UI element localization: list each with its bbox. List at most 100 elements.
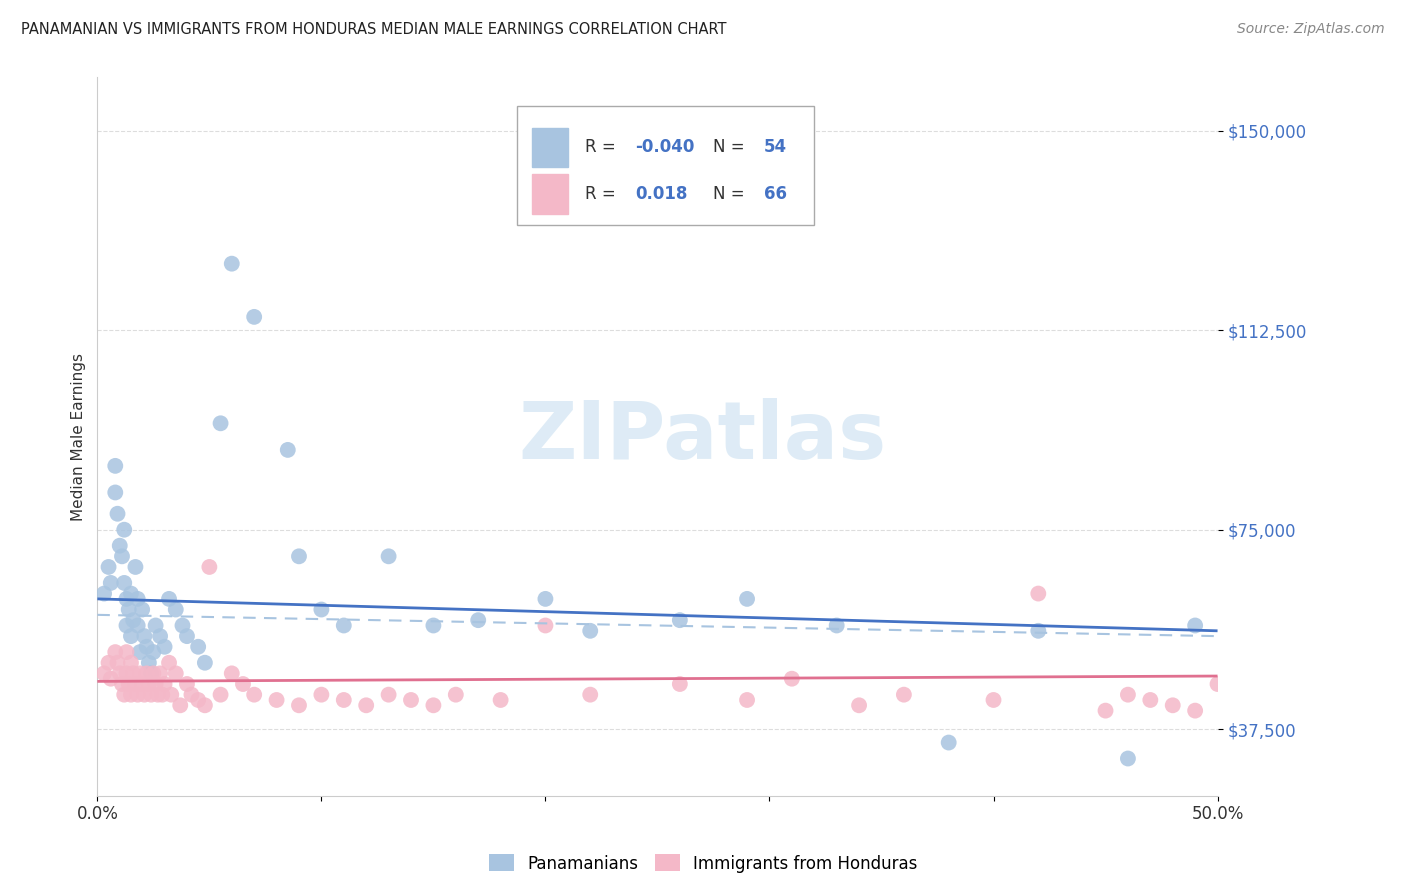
Point bbox=[221, 666, 243, 681]
Point bbox=[194, 698, 217, 713]
Point bbox=[1161, 698, 1184, 713]
Point bbox=[266, 693, 288, 707]
Point bbox=[1026, 624, 1049, 638]
Point bbox=[115, 645, 138, 659]
Point bbox=[1094, 704, 1116, 718]
Point bbox=[139, 666, 162, 681]
Point bbox=[180, 688, 202, 702]
Point bbox=[232, 677, 254, 691]
Point bbox=[93, 586, 115, 600]
Text: -0.040: -0.040 bbox=[636, 138, 695, 156]
Point bbox=[107, 656, 129, 670]
Point bbox=[112, 576, 135, 591]
Point bbox=[160, 688, 183, 702]
Point bbox=[1184, 618, 1206, 632]
Text: PANAMANIAN VS IMMIGRANTS FROM HONDURAS MEDIAN MALE EARNINGS CORRELATION CHART: PANAMANIAN VS IMMIGRANTS FROM HONDURAS M… bbox=[21, 22, 727, 37]
Point bbox=[377, 549, 399, 564]
Point bbox=[97, 656, 120, 670]
Point bbox=[153, 677, 176, 691]
Point bbox=[825, 618, 848, 632]
Point bbox=[176, 629, 198, 643]
Point bbox=[115, 618, 138, 632]
Point bbox=[104, 485, 127, 500]
Point bbox=[735, 693, 758, 707]
Point bbox=[422, 698, 444, 713]
Point bbox=[115, 591, 138, 606]
Point bbox=[108, 539, 131, 553]
Point bbox=[127, 618, 149, 632]
Point bbox=[118, 677, 141, 691]
Point bbox=[377, 688, 399, 702]
Point bbox=[221, 257, 243, 271]
Point bbox=[112, 523, 135, 537]
Point bbox=[534, 618, 557, 632]
Point bbox=[118, 602, 141, 616]
Point bbox=[104, 458, 127, 473]
Point bbox=[153, 640, 176, 654]
Point bbox=[893, 688, 915, 702]
Point bbox=[983, 693, 1005, 707]
Point bbox=[111, 677, 134, 691]
Point bbox=[135, 666, 157, 681]
Point bbox=[93, 666, 115, 681]
Point bbox=[149, 666, 172, 681]
Point bbox=[669, 677, 692, 691]
Point bbox=[288, 698, 311, 713]
Text: N =: N = bbox=[713, 138, 751, 156]
Text: N =: N = bbox=[713, 185, 751, 202]
Point bbox=[311, 688, 333, 702]
Point bbox=[120, 629, 142, 643]
Point bbox=[938, 735, 960, 749]
Legend: Panamanians, Immigrants from Honduras: Panamanians, Immigrants from Honduras bbox=[482, 847, 924, 880]
Point bbox=[243, 310, 266, 324]
Point bbox=[145, 677, 167, 691]
Point bbox=[579, 624, 602, 638]
Point bbox=[146, 688, 169, 702]
Point bbox=[134, 688, 156, 702]
Point bbox=[129, 666, 152, 681]
Point bbox=[1184, 704, 1206, 718]
Point bbox=[187, 693, 209, 707]
Point bbox=[198, 560, 221, 574]
Point bbox=[122, 613, 145, 627]
Point bbox=[176, 677, 198, 691]
Point bbox=[157, 591, 180, 606]
Text: R =: R = bbox=[585, 138, 620, 156]
Point bbox=[399, 693, 422, 707]
FancyBboxPatch shape bbox=[517, 106, 814, 225]
Point bbox=[139, 688, 162, 702]
Point bbox=[1116, 688, 1139, 702]
Point bbox=[669, 613, 692, 627]
Point bbox=[120, 688, 142, 702]
Point bbox=[169, 698, 191, 713]
Point bbox=[187, 640, 209, 654]
Point bbox=[172, 618, 194, 632]
Bar bbox=[531, 175, 568, 214]
Point bbox=[142, 666, 165, 681]
Point bbox=[1139, 693, 1161, 707]
Point bbox=[149, 629, 172, 643]
Point bbox=[127, 688, 149, 702]
Point bbox=[288, 549, 311, 564]
Point bbox=[112, 688, 135, 702]
Point bbox=[145, 618, 167, 632]
Point bbox=[107, 507, 129, 521]
Text: Source: ZipAtlas.com: Source: ZipAtlas.com bbox=[1237, 22, 1385, 37]
Point bbox=[122, 666, 145, 681]
Text: 0.018: 0.018 bbox=[636, 185, 688, 202]
Point bbox=[131, 602, 153, 616]
Point bbox=[1026, 586, 1049, 600]
Text: 66: 66 bbox=[763, 185, 787, 202]
Point bbox=[165, 602, 187, 616]
Point bbox=[735, 591, 758, 606]
Point bbox=[97, 560, 120, 574]
Point bbox=[111, 549, 134, 564]
Point bbox=[209, 688, 232, 702]
Point bbox=[131, 677, 153, 691]
Point bbox=[157, 656, 180, 670]
Point bbox=[467, 613, 489, 627]
Point bbox=[120, 656, 142, 670]
Point bbox=[165, 666, 187, 681]
Point bbox=[138, 656, 160, 670]
Point bbox=[194, 656, 217, 670]
